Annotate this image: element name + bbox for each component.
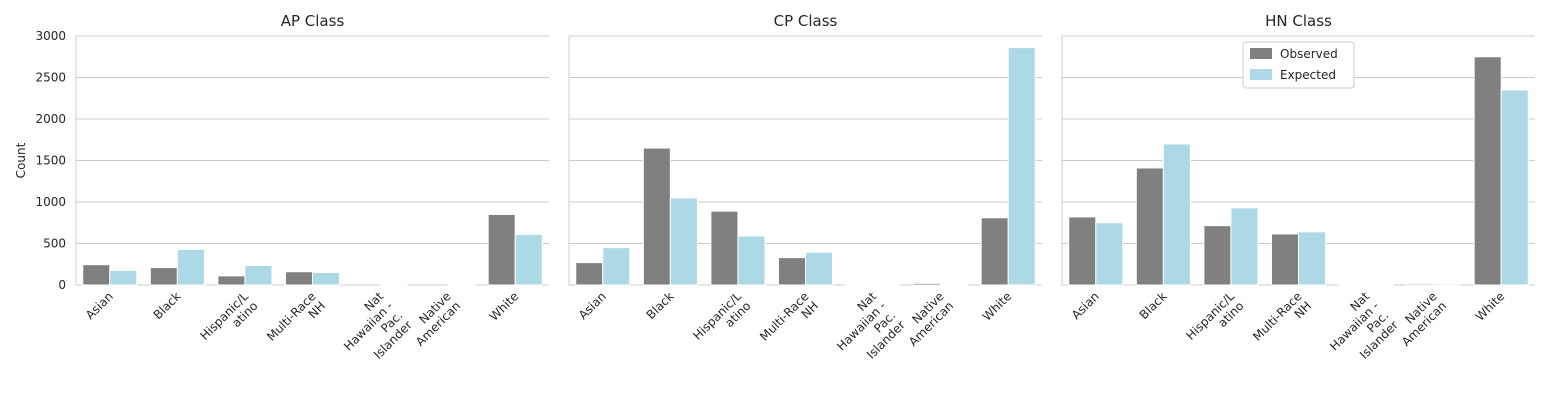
y-tick-label: 0 [58,278,66,292]
x-tick-label: Asian [576,289,609,322]
bar-expected [1162,143,1191,286]
x-tick-label: White [980,289,1015,324]
bar-expected [940,283,969,286]
bar-expected [312,272,341,286]
bar-observed [487,213,516,286]
y-tick-label: 500 [43,237,66,251]
bar-observed [1270,233,1300,286]
bar-observed [1068,216,1097,286]
legend-swatch-expected [1250,69,1272,80]
x-tick-label: Multi-RaceNH [757,289,821,353]
x-tick-label: Black [151,289,184,322]
legend-label-observed: Observed [1280,47,1338,61]
bar-observed [913,282,942,286]
bar-observed [284,271,314,286]
y-tick-label: 2000 [35,112,66,126]
bar-observed [1135,167,1164,286]
bar-expected [1433,283,1462,286]
x-tick-label: Hispanic/Latino [197,289,260,352]
bar-expected [514,233,543,286]
bar-expected [1500,89,1529,286]
bar-expected [109,269,138,286]
x-tick-label: NativeAmerican [896,289,956,349]
bar-expected [737,235,766,286]
x-tick-label: Black [644,289,677,322]
x-tick-label: Hispanic/Latino [690,289,753,352]
bar-expected [176,248,205,286]
x-tick-label: Multi-RaceNH [1250,289,1314,353]
bar-expected [1298,231,1327,286]
bar-observed [1406,283,1435,286]
bar-observed [710,210,739,286]
bar-observed [575,262,604,286]
x-tick-label: NativeAmerican [1389,289,1449,349]
legend: Observed Expected [1242,41,1355,89]
bar-expected [805,251,834,286]
x-tick-label: White [1473,289,1508,324]
panel-title: AP Class [281,12,345,30]
y-tick-label: 1500 [35,154,66,168]
bar-expected [1095,222,1124,286]
bar-expected [1230,207,1259,286]
x-tick-label: Black [1137,289,1170,322]
x-tick-label: Asian [83,289,116,322]
x-tick-label: Asian [1069,289,1102,322]
x-tick-label: White [487,289,522,324]
x-tick-label: NatHawaiian -Pac.Islander [825,289,909,373]
y-tick-label: 2500 [35,71,66,85]
x-tick-label: NatHawaiian -Pac.Islander [332,289,416,373]
bar-observed [149,267,178,286]
panel-2: CP Class Asian Black Hispanic/Latino Multi-R… [568,12,1042,373]
y-tick-label: 1000 [35,195,66,209]
legend-swatch-observed [1250,48,1272,59]
bar-observed [1473,56,1502,286]
bar-observed [777,257,807,286]
panel-title: HN Class [1265,12,1332,30]
bar-expected [1007,47,1036,286]
x-tick-label: NativeAmerican [403,289,463,349]
legend-label-expected: Expected [1280,68,1336,82]
bar-expected [602,247,631,286]
x-tick-label: Multi-RaceNH [264,289,328,353]
y-tick-label: 3000 [35,29,66,43]
bar-observed [217,275,246,286]
panel-3: HN Class Asian Black Hispanic/Latino Multi-R… [1061,12,1535,373]
panel-1: AP Class 0 500 1000 1500 2000 2500 3000 Count Asi… [14,12,549,373]
panel-title: CP Class [774,12,838,30]
bar-observed [82,264,111,286]
y-axis-label: Count [14,142,28,178]
bar-observed [980,217,1009,286]
bar-expected [244,264,273,286]
bar-observed [642,147,671,286]
x-tick-label: Hispanic/Latino [1183,289,1246,352]
x-tick-label: NatHawaiian -Pac.Islander [1318,289,1402,373]
bar-expected [669,197,698,286]
bar-observed [1203,225,1232,286]
